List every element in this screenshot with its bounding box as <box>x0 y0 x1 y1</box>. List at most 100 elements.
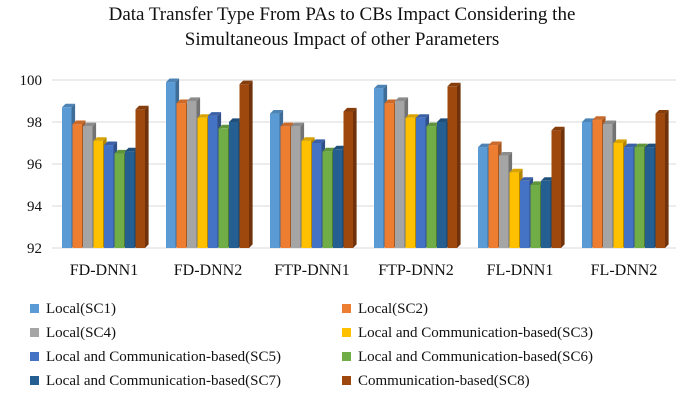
bar-front <box>280 126 290 248</box>
y-axis-ticks: 92 94 96 98 100 <box>20 73 43 257</box>
bar-front <box>218 128 228 248</box>
legend-label: Local(SC2) <box>358 301 428 317</box>
x-axis-categories: FD-DNN1 FD-DNN2 FTP-DNN1 FTP-DNN2 FL-DNN1 FL-… <box>70 262 658 279</box>
bar-top <box>374 84 388 89</box>
bar-front <box>166 82 176 248</box>
bar-top <box>62 103 76 108</box>
bar-front <box>613 143 623 248</box>
x-category-label: FD-DNN2 <box>174 262 242 279</box>
bar-group <box>478 126 565 248</box>
bar-front <box>447 86 457 248</box>
x-category-label: FTP-DNN1 <box>274 262 350 279</box>
legend-swatch <box>30 352 39 361</box>
bar-top <box>197 114 211 118</box>
bar-front <box>239 84 249 248</box>
bar-side <box>457 82 461 248</box>
bar-top <box>541 177 555 181</box>
bar-top <box>405 114 419 118</box>
bar-front <box>270 113 280 248</box>
chart-title-line-1: Data Transfer Type From PAs to CBs Impac… <box>109 4 576 25</box>
bar-front <box>93 140 103 248</box>
bar-front <box>499 155 509 248</box>
bar-top <box>437 118 451 122</box>
bar-top <box>93 137 107 141</box>
bar-front <box>83 126 93 248</box>
legend-swatch <box>30 376 39 385</box>
bar-front <box>603 124 613 248</box>
bar-top <box>166 78 180 83</box>
bar-front <box>541 180 551 248</box>
bar <box>551 126 565 248</box>
bar-front <box>582 122 592 248</box>
bar-front <box>312 143 322 248</box>
bar-top <box>83 122 97 127</box>
legend-label: Local(SC4) <box>46 325 116 341</box>
bar-top <box>104 141 118 146</box>
bar-top <box>592 116 606 120</box>
legend: Local(SC1) Local(SC2) Local(SC4) Local and … <box>30 301 593 389</box>
bar-group <box>374 82 461 249</box>
bar-top <box>72 120 86 125</box>
bar-group <box>582 110 669 249</box>
bar-front <box>634 147 644 248</box>
bar-top <box>624 143 638 148</box>
bar-front <box>301 140 311 248</box>
y-tick-label: 98 <box>27 115 42 131</box>
bar-front <box>197 117 207 248</box>
bar-front <box>135 109 145 249</box>
bar-front <box>104 145 114 248</box>
bar-top <box>208 112 222 116</box>
bar-front <box>645 147 655 248</box>
bar-top <box>530 181 544 185</box>
legend-swatch <box>342 352 351 361</box>
bar-front <box>509 172 519 248</box>
bar-front <box>655 113 665 248</box>
legend-item: Local and Communication-based(SC3) <box>342 325 593 341</box>
bar-top <box>187 97 201 101</box>
bar-front <box>426 126 436 248</box>
bar-front <box>187 101 197 248</box>
bar-top <box>229 118 243 122</box>
bar-top <box>280 122 294 127</box>
bar-front <box>114 153 124 248</box>
bar-front <box>405 117 415 248</box>
bar-top <box>135 105 149 110</box>
bar-top <box>488 141 502 146</box>
bar-front <box>333 149 343 248</box>
bar-top <box>114 149 128 154</box>
x-category-label: FTP-DNN2 <box>378 262 454 279</box>
bar-front <box>437 122 447 248</box>
bar-top <box>478 143 492 148</box>
y-tick-label: 100 <box>20 73 43 89</box>
bar-top <box>218 124 232 129</box>
bar-top <box>499 152 513 156</box>
bar-front <box>374 88 384 249</box>
legend-item: Local and Communication-based(SC5) <box>30 349 281 365</box>
bar <box>239 80 253 248</box>
bar-group <box>62 103 149 249</box>
bar-top <box>655 110 669 114</box>
legend-item: Communication-based(SC8) <box>342 373 530 389</box>
bar-top <box>447 82 461 87</box>
bar-front <box>488 145 498 248</box>
legend-label: Local and Communication-based(SC5) <box>46 349 281 365</box>
bar-front <box>72 124 82 248</box>
bar-side <box>353 107 357 249</box>
bars <box>62 78 669 249</box>
chart-title-line-2: Simultaneous Impact of other Parameters <box>185 29 499 50</box>
bar-top <box>509 168 523 173</box>
bar <box>135 105 149 249</box>
y-tick-label: 94 <box>27 199 43 215</box>
bar-front <box>624 147 634 248</box>
legend-label: Local and Communication-based(SC3) <box>358 325 593 341</box>
bar-front <box>62 107 72 248</box>
bar-front <box>176 103 186 248</box>
legend-item: Local(SC4) <box>30 325 116 341</box>
bar-top <box>634 143 648 148</box>
bar-front <box>520 180 530 248</box>
bar-top <box>395 97 409 101</box>
bar-top <box>416 114 430 118</box>
bar-top <box>520 177 534 181</box>
bar-side <box>249 80 253 248</box>
